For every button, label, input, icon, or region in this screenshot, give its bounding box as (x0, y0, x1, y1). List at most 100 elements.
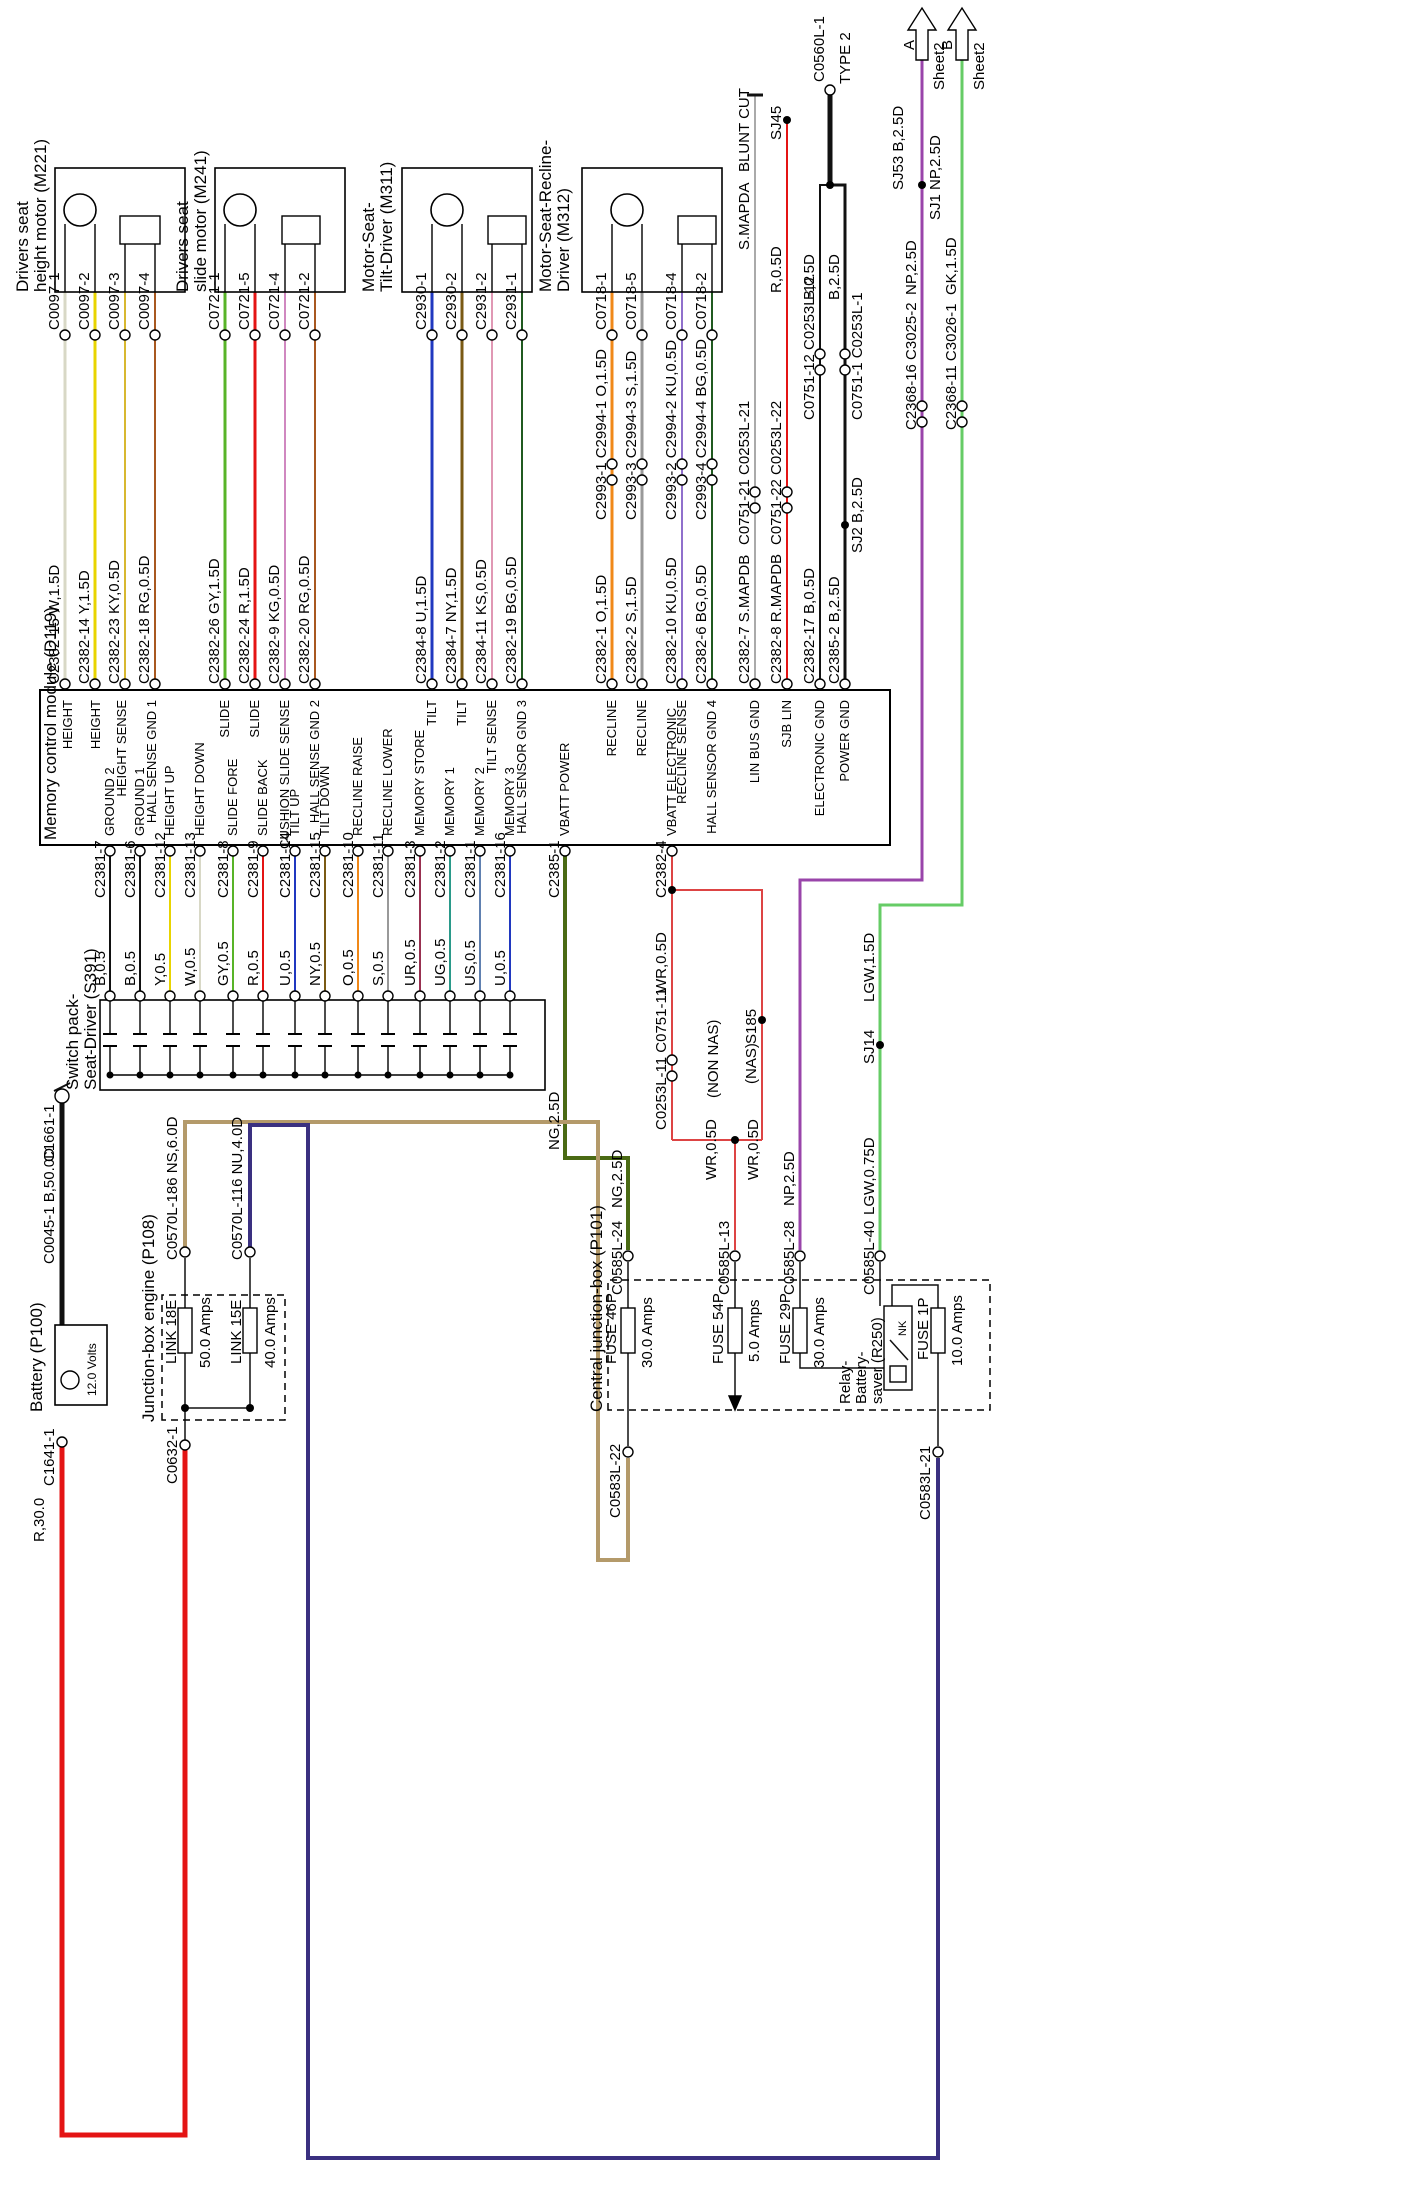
connector-circle (916, 400, 928, 412)
module-pin-label: SLIDE BACK (255, 759, 270, 836)
label: C2382-7 S.MAPDB (736, 555, 753, 684)
label: Switch pack- (63, 994, 82, 1090)
label: C2382-19 BG,0.5D (503, 556, 520, 684)
sheet-b-arrow (946, 6, 978, 61)
connector-circle (89, 329, 101, 341)
label: saver (R250) (869, 1317, 886, 1404)
label: LINK 15E (228, 1300, 245, 1364)
connector-circle (729, 1250, 741, 1262)
label: C2382-18 RG,0.5D (136, 555, 153, 684)
connector-circle (227, 990, 239, 1002)
connector-circle (309, 678, 321, 690)
label: S185 (743, 1009, 760, 1044)
connector-circle (414, 990, 426, 1002)
module-pin-label: HEIGHT DOWN (192, 742, 207, 836)
label: C0583L-21 (917, 1446, 934, 1520)
motor-m221-box (54, 167, 186, 293)
connector-circle (164, 845, 176, 857)
label: Seat-Driver (S391) (81, 948, 100, 1090)
connector-circle (839, 678, 851, 690)
label: C0045-1 B,50.0D (41, 1148, 58, 1264)
label: 5.0 Amps (746, 1299, 763, 1362)
label: Memory control module (D119) (41, 607, 60, 840)
label: C1661-1 (41, 1104, 58, 1162)
label: 30.0 Amps (811, 1297, 828, 1368)
label: Sheet2 (931, 42, 948, 90)
connector-circle (824, 84, 836, 96)
label: C2381-8 (215, 840, 232, 898)
label: Relay- (837, 1361, 854, 1404)
connector-circle (257, 845, 269, 857)
connector-circle (666, 845, 678, 857)
label: C2382-4 (653, 840, 670, 898)
label: slide motor (M241) (191, 150, 210, 292)
label: SJ45 (768, 106, 785, 140)
connector-circle (839, 364, 851, 376)
connector-circle (456, 678, 468, 690)
connector-circle (606, 474, 618, 486)
label: C0751-21 C0253L-21 (736, 401, 753, 545)
connector-circle (622, 1446, 634, 1458)
label: C2381-3 (402, 840, 419, 898)
connector-circle (309, 329, 321, 341)
splice-dot (783, 116, 791, 124)
splice-dot (826, 181, 834, 189)
label: C0570L-186 NS,6.0D (164, 1116, 181, 1260)
label: C0718-4 (663, 272, 680, 330)
connector-circle (444, 845, 456, 857)
label: C2381-7 (92, 840, 109, 898)
connector-circle (559, 845, 571, 857)
connector-circle (257, 990, 269, 1002)
label: C2382-15 W,1.5D (46, 565, 63, 684)
label: TYPE 2 (837, 32, 854, 84)
label: NG,2.5D (609, 1149, 626, 1208)
module-pin-label: SLIDE (247, 700, 262, 738)
label: U,0.5 (492, 950, 509, 986)
central-junction-box-box (607, 1279, 991, 1411)
wire-w-lgw (878, 60, 964, 1250)
label: C2381-15 (307, 832, 324, 898)
module-pin-label: MEMORY 3 (502, 767, 517, 836)
label: C2931-2 (473, 272, 490, 330)
motor-symbol (63, 193, 97, 227)
label: NG,2.5D (546, 1091, 563, 1150)
module-pin-label: VBATT ELECTRONIC (664, 708, 679, 836)
label: SJ53 B,2.5D (890, 106, 907, 190)
connector-circle (606, 329, 618, 341)
label: C2382-9 KG,0.5D (266, 565, 283, 684)
connector-circle (814, 348, 826, 360)
connector-circle (956, 400, 968, 412)
label: C2382-10 KU,0.5D (663, 557, 680, 684)
label: Motor-Seat- (359, 202, 378, 292)
label: LINK 18E (163, 1300, 180, 1364)
connector-circle (249, 678, 261, 690)
label: C0253L-11 C0751-11 (653, 988, 670, 1130)
wire-w-ns (183, 1120, 630, 1562)
label: SJ14 (861, 1030, 878, 1064)
module-pin-label: TILT (424, 700, 439, 726)
label: Drivers seat (173, 201, 192, 292)
module-pin-label: HEIGHT SENSE (114, 700, 129, 797)
connector-circle (666, 1070, 678, 1082)
connector-circle (59, 678, 71, 690)
label: 30.0 Amps (639, 1297, 656, 1368)
label: B,0.5 (92, 951, 109, 986)
module-pin-label: MEMORY STORE (412, 729, 427, 836)
label: C2993-4 C2994-4 BG,0.5D (693, 339, 710, 520)
position-sensor-symbol (677, 215, 717, 245)
connector-circle (666, 1054, 678, 1066)
connector-circle (382, 845, 394, 857)
label: C2381-1 (462, 840, 479, 898)
motor-m241-box (214, 167, 346, 293)
module-pin-label: LIN BUS GND (747, 700, 762, 783)
label: (NON NAS) (705, 1020, 722, 1098)
label: Junction-box engine (P108) (139, 1214, 158, 1422)
label: R,0.5D (768, 246, 785, 293)
connector-circle (916, 416, 928, 428)
label: O,0.5 (340, 949, 357, 986)
connector-circle (444, 990, 456, 1002)
label: W,0.5 (182, 948, 199, 986)
connector-circle (706, 458, 718, 470)
